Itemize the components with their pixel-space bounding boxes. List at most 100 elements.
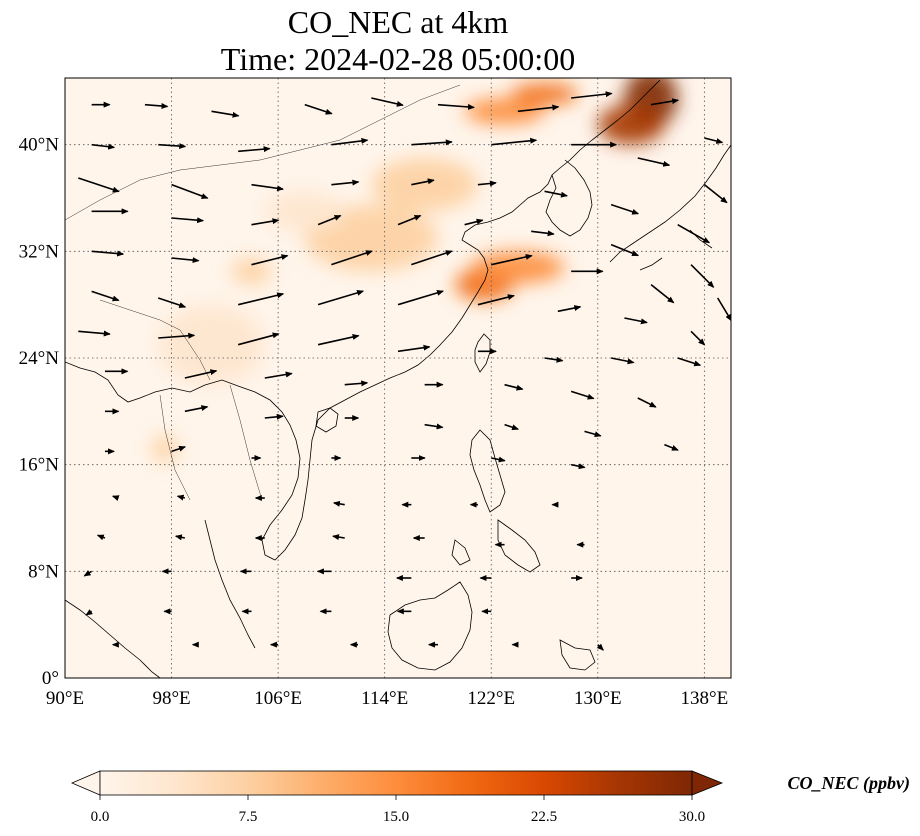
longitude-tick-label: 106°E — [254, 688, 302, 709]
coastline-hainan — [315, 407, 339, 433]
wind-vector — [96, 534, 106, 541]
latitude-tick-label: 0° — [42, 668, 59, 689]
co-plume — [597, 104, 665, 145]
coastline-sumatra — [65, 599, 161, 678]
wind-vector — [411, 139, 453, 146]
wind-vector — [703, 184, 728, 204]
wind-vector — [171, 183, 209, 199]
country-borders — [65, 84, 461, 501]
wind-vector — [690, 330, 706, 346]
wind-vector — [437, 103, 475, 110]
colorbar-tick-label: 15.0 — [383, 809, 409, 825]
wind-vector — [690, 264, 715, 288]
wind-vector — [251, 183, 284, 192]
coastline-taiwan — [474, 333, 491, 373]
wind-vector — [491, 456, 506, 463]
co-plume — [471, 251, 565, 284]
latitude-tick-label: 32°N — [19, 241, 60, 262]
wind-vector — [171, 445, 187, 453]
wind-vector — [251, 218, 280, 226]
wind-vector — [557, 305, 582, 313]
wind-vector — [91, 143, 116, 150]
wind-vector — [704, 137, 724, 144]
wind-vector — [624, 317, 648, 325]
title-line-2: Time: 2024-02-28 05:00:00 — [221, 41, 575, 77]
wind-vector — [424, 423, 444, 430]
co-plume — [464, 98, 545, 125]
coastline-borneo — [387, 581, 473, 671]
wind-vector — [491, 254, 533, 266]
wind-vector — [332, 534, 345, 541]
wind-vector — [677, 357, 702, 367]
wind-vector — [332, 500, 345, 507]
co-plume — [511, 83, 578, 105]
wind-vector — [317, 334, 360, 346]
wind-vector — [411, 250, 453, 266]
wind-vector — [491, 137, 538, 146]
wind-vector — [158, 332, 196, 339]
colorbar-tick-label: 0.0 — [91, 809, 110, 825]
wind-vector — [331, 250, 373, 266]
wind-vector — [397, 214, 422, 226]
wind-vector — [397, 290, 444, 306]
colorbar-tick-label: 30.0 — [679, 809, 705, 825]
wind-vector — [544, 356, 564, 363]
co-plume — [264, 191, 345, 232]
wind-vector — [331, 137, 369, 146]
wind-vector — [264, 371, 293, 379]
coastline-sulawesi — [559, 639, 596, 671]
longitude-tick-label: 98°E — [152, 688, 190, 709]
wind-vector — [157, 297, 187, 308]
wind-vector — [571, 91, 613, 99]
wind-vector — [184, 405, 209, 413]
wind-vector — [176, 494, 186, 501]
wind-vector — [544, 190, 569, 198]
longitude-tick-label: 122°E — [467, 688, 515, 709]
wind-vector — [397, 344, 431, 353]
co-plume — [371, 158, 478, 212]
wind-vector — [464, 218, 484, 226]
wind-vector — [144, 102, 169, 109]
wind-vector — [91, 250, 125, 257]
wind-vector — [344, 380, 369, 387]
wind-vector — [570, 390, 595, 400]
wind-vector — [237, 292, 285, 306]
wind-vector — [78, 177, 120, 193]
latitude-tick-label: 16°N — [19, 455, 60, 476]
longitude-tick-labels: 90°E 98°E 106°E 114°E 122°E 130°E 138°E — [46, 688, 728, 709]
wind-vector — [477, 294, 515, 306]
wind-vector — [610, 243, 640, 257]
wind-vector — [171, 217, 205, 224]
wind-vector — [83, 570, 93, 577]
longitude-tick-label: 138°E — [681, 688, 729, 709]
wind-vector — [211, 110, 240, 118]
wind-vector — [650, 98, 680, 106]
wind-vector — [677, 223, 711, 244]
wind-vector — [504, 423, 520, 431]
wind-vector — [317, 290, 365, 306]
coastline-malay-peninsula — [204, 519, 256, 649]
wind-vector — [716, 297, 731, 322]
wind-vector — [171, 257, 200, 264]
wind-vector — [584, 430, 602, 438]
latitude-tick-label: 40°N — [19, 135, 60, 156]
colorbar-ramp — [99, 770, 693, 796]
co-plume — [231, 258, 272, 285]
latitude-tick-label: 24°N — [19, 348, 60, 369]
wind-vector — [238, 146, 271, 153]
latitude-tick-label: 8°N — [28, 561, 59, 582]
longitude-tick-label: 114°E — [361, 688, 408, 709]
wind-vector — [331, 179, 360, 186]
colorbar-tick-label: 22.5 — [531, 809, 557, 825]
wind-vector — [517, 104, 560, 113]
wind-vector — [610, 203, 640, 215]
co-plume — [158, 304, 265, 385]
co-concentration-field — [151, 78, 678, 462]
wind-vectors — [78, 91, 731, 651]
wind-vector — [184, 369, 218, 379]
coastline-korea — [545, 159, 593, 237]
wind-vector — [650, 284, 675, 304]
colorbar: 0.0 7.5 15.0 22.5 30.0 CO_NEC (ppbv) — [70, 770, 910, 825]
wind-vector — [610, 357, 635, 365]
